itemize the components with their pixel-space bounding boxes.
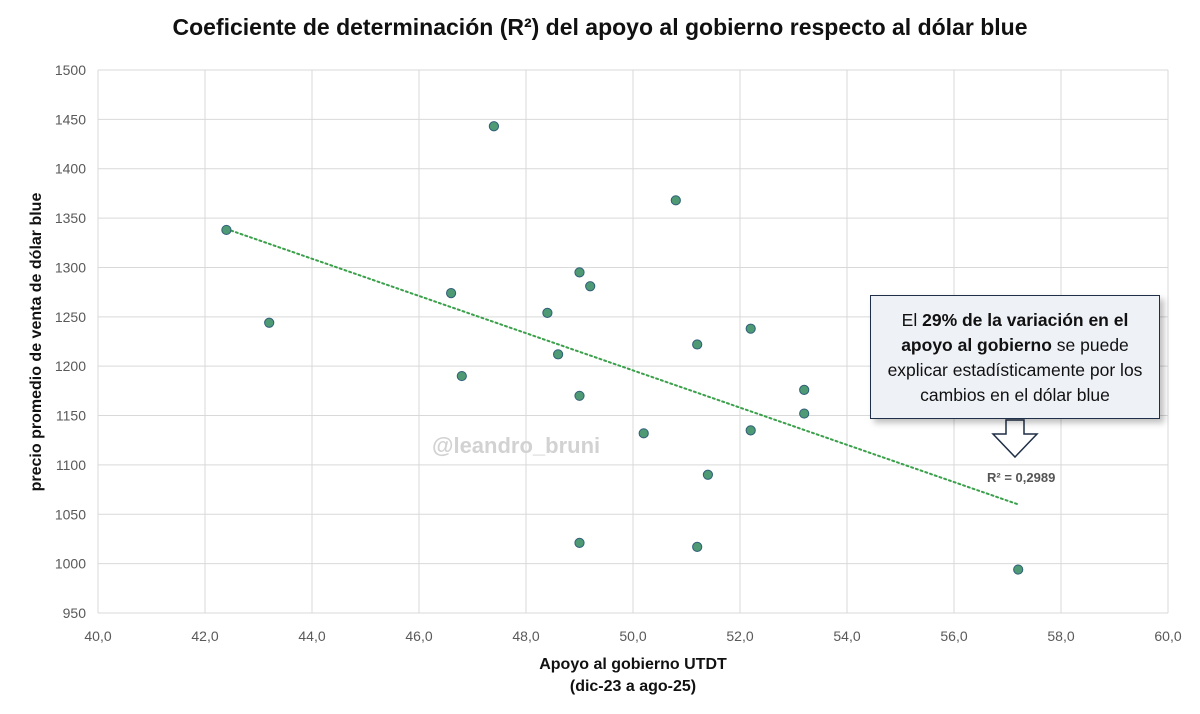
- y-tick-label: 1400: [55, 161, 86, 177]
- data-point: [553, 349, 564, 360]
- data-point: [638, 428, 649, 439]
- x-tick-label: 56,0: [940, 628, 967, 644]
- y-tick-label: 1500: [55, 62, 86, 78]
- y-tick-label: 1100: [56, 457, 86, 473]
- y-tick-label: 1200: [55, 358, 86, 374]
- x-tick-label: 48,0: [512, 628, 539, 644]
- data-point: [702, 469, 714, 480]
- x-axis-label-line1: Apoyo al gobierno UTDT: [539, 656, 727, 673]
- data-point: [574, 267, 585, 278]
- watermark: @leandro_bruni: [432, 433, 601, 458]
- callout-text-1: El: [901, 310, 923, 330]
- data-point: [745, 323, 756, 334]
- data-point: [221, 224, 232, 236]
- r2-label: R² = 0,2989: [987, 470, 1056, 485]
- data-point: [670, 195, 681, 206]
- y-tick-label: 1150: [56, 408, 86, 424]
- x-tick-label: 42,0: [191, 628, 218, 644]
- data-point: [574, 537, 585, 549]
- data-point: [446, 288, 457, 299]
- x-tick-label: 54,0: [833, 628, 860, 644]
- data-point: [585, 281, 596, 292]
- data-point: [692, 339, 703, 350]
- data-point: [799, 384, 810, 395]
- y-tick-label: 1000: [55, 556, 86, 572]
- x-tick-label: 46,0: [405, 628, 432, 644]
- x-tick-label: 40,0: [84, 628, 111, 644]
- y-tick-label: 1050: [55, 506, 86, 522]
- x-tick-label: 58,0: [1047, 628, 1074, 644]
- data-point: [799, 408, 810, 419]
- callout-text-bold: 29% de la variación en el apoyo al gobie…: [901, 310, 1129, 355]
- data-point: [574, 390, 585, 401]
- data-point: [542, 307, 553, 318]
- callout-text-2: se puede explicar estadísticamente por l…: [887, 335, 1143, 405]
- data-point: [1013, 564, 1024, 575]
- x-tick-label: 52,0: [726, 628, 753, 644]
- annotation-callout: El 29% de la variación en el apoyo al go…: [870, 295, 1160, 419]
- data-point: [692, 541, 703, 552]
- data-point: [456, 370, 467, 382]
- chart-title: Coeficiente de determinación (R²) del ap…: [172, 14, 1028, 40]
- y-tick-label: 1250: [55, 309, 86, 325]
- y-tick-label: 1450: [55, 111, 86, 127]
- x-tick-label: 60,0: [1154, 628, 1181, 644]
- down-arrow-icon: [991, 419, 1039, 459]
- x-axis-label: Apoyo al gobierno UTDT (dic-23 a ago-25): [0, 654, 1200, 698]
- y-tick-label: 950: [63, 605, 87, 621]
- x-tick-label: 50,0: [619, 628, 646, 644]
- data-point: [264, 317, 275, 328]
- data-point: [488, 121, 499, 132]
- data-point: [745, 425, 756, 436]
- y-tick-label: 1350: [55, 210, 86, 226]
- x-axis-label-line2: (dic-23 a ago-25): [569, 678, 697, 695]
- y-tick-label: 1300: [55, 259, 86, 275]
- x-tick-label: 44,0: [298, 628, 325, 644]
- trendline: [225, 227, 1020, 506]
